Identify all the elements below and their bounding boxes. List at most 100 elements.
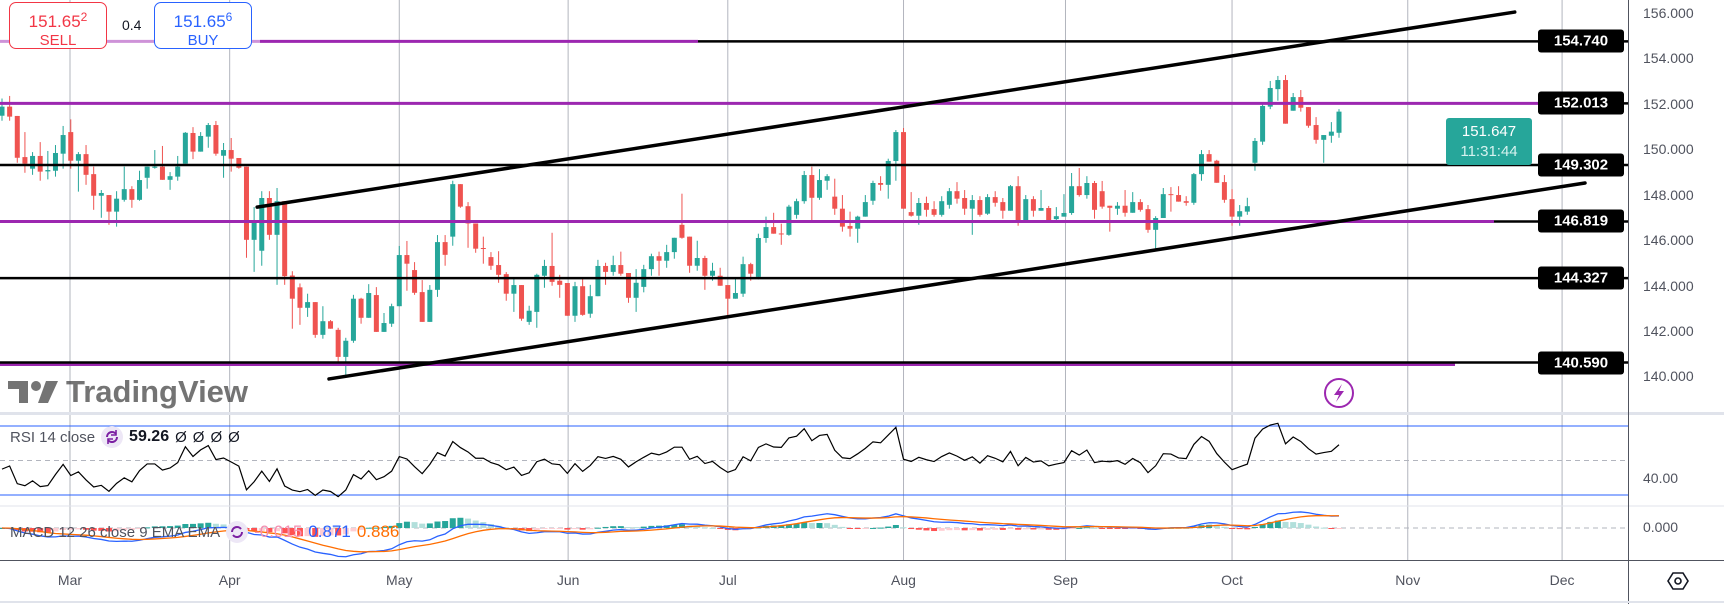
macd-histogram-bar — [610, 526, 617, 528]
macd-axis-label: 0.000 — [1643, 519, 1679, 535]
spread-value: 0.4 — [122, 17, 142, 33]
lightning-icon[interactable] — [1324, 378, 1354, 408]
macd-legend[interactable]: MACD 12 26 close 9 EMA EMA -0.015 0.871 … — [10, 521, 399, 543]
refresh-icon[interactable] — [226, 521, 249, 543]
macd-histogram-bar — [602, 526, 609, 528]
candle — [328, 320, 334, 329]
candle-body — [1153, 218, 1159, 230]
candle — [1214, 159, 1220, 183]
month-label: Sep — [1053, 572, 1078, 588]
candle-body — [1000, 202, 1006, 211]
candle-body — [137, 180, 143, 200]
candle — [52, 145, 58, 177]
candle — [618, 251, 624, 276]
candle — [541, 259, 547, 288]
candle — [931, 201, 937, 217]
macd-histogram-bar — [327, 528, 334, 536]
month-label: Dec — [1549, 572, 1575, 588]
candle — [305, 293, 311, 317]
candle-body — [816, 180, 822, 198]
candle — [855, 215, 861, 243]
macd-histogram-bar — [1244, 528, 1251, 530]
candle-body — [1237, 211, 1243, 217]
macd-histogram-bar — [999, 528, 1006, 530]
macd-histogram-bar — [1251, 526, 1258, 528]
refresh-icon[interactable] — [101, 426, 124, 448]
sell-button[interactable]: 151.652 SELL — [9, 2, 107, 49]
rsi-legend[interactable]: RSI 14 close 59.26 Ø Ø Ø Ø — [10, 426, 240, 448]
macd-histogram-bar — [839, 526, 846, 528]
trend-channel[interactable] — [255, 10, 1587, 381]
candle — [717, 267, 723, 286]
month-label: Nov — [1395, 572, 1421, 588]
macd-histogram-bar — [258, 528, 265, 532]
candle — [664, 244, 670, 268]
candle-body — [1328, 131, 1334, 136]
candle — [350, 294, 356, 343]
rsi-line — [1, 422, 1340, 498]
candle-body — [412, 270, 418, 293]
macd-histogram-bar — [694, 526, 701, 528]
candle-body — [1107, 205, 1113, 208]
candle — [190, 127, 196, 160]
candle — [1023, 195, 1029, 221]
buy-button[interactable]: 151.656 BUY — [154, 2, 252, 49]
macd-histogram-bar — [465, 518, 472, 528]
candle — [572, 281, 578, 322]
candle — [1069, 173, 1075, 215]
macd-histogram-bar — [289, 528, 296, 536]
macd-histogram-bar — [961, 528, 968, 531]
macd-histogram-bar — [908, 528, 915, 530]
price-tick-label: 148.000 — [1643, 186, 1694, 203]
candle-body — [946, 191, 952, 205]
candle — [939, 196, 945, 217]
candle-body — [22, 157, 28, 164]
macd-histogram-bar — [1076, 527, 1083, 529]
candle — [1336, 109, 1342, 138]
candle-body — [778, 233, 784, 235]
candle — [847, 211, 853, 237]
candle-body — [1305, 107, 1311, 126]
candle-body — [595, 265, 601, 297]
candle-body — [381, 323, 387, 332]
macd-histogram-bar — [587, 528, 594, 530]
candle — [457, 184, 463, 208]
candle — [1076, 168, 1082, 197]
price-tick-label: 142.000 — [1643, 322, 1694, 339]
candle — [137, 170, 143, 201]
candle-body — [1221, 182, 1227, 200]
candle-body — [396, 255, 402, 307]
macd-histogram-bar — [617, 526, 624, 528]
candles — [0, 75, 1342, 376]
macd-histogram-bar — [1290, 522, 1297, 528]
candle — [266, 191, 272, 240]
macd-histogram-bar — [1099, 528, 1106, 529]
candle-body — [190, 132, 196, 152]
macd-histogram-bar — [1213, 525, 1220, 528]
candle — [1092, 180, 1098, 219]
price-tick-label: 154.000 — [1643, 50, 1694, 67]
candle — [824, 174, 830, 190]
candle-body — [503, 274, 509, 294]
buy-label: BUY — [187, 32, 219, 49]
horizontal-levels[interactable] — [0, 39, 1628, 367]
candle — [106, 195, 112, 225]
candle — [503, 272, 509, 301]
candle — [1000, 198, 1006, 219]
candle-body — [274, 201, 280, 235]
month-label: May — [386, 572, 413, 588]
settings-icon[interactable] — [1667, 572, 1689, 590]
macd-histogram-bar — [449, 518, 456, 528]
macd-histogram-bar — [381, 527, 387, 529]
candle-body — [931, 209, 937, 215]
candle-body — [878, 183, 884, 185]
candle — [694, 240, 700, 271]
candle-body — [1275, 80, 1281, 90]
candle — [236, 157, 242, 169]
candle-body — [1183, 201, 1189, 203]
macd-histogram-bar — [411, 522, 418, 528]
month-label: Aug — [891, 572, 916, 588]
candle — [1122, 190, 1128, 217]
candle-body — [457, 184, 463, 207]
